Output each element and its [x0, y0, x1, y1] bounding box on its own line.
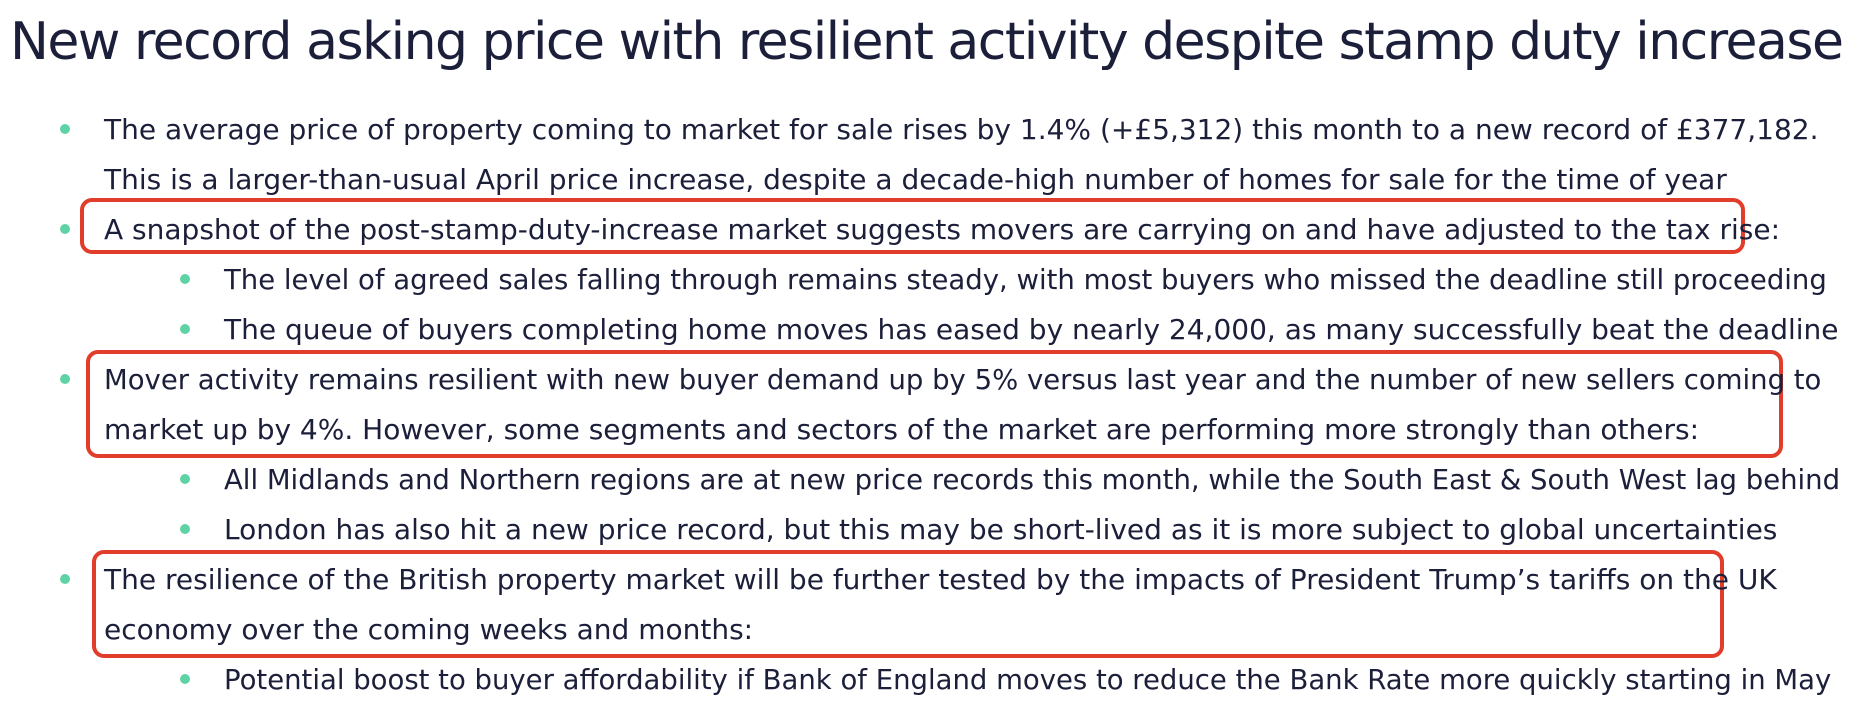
bullet-dot — [60, 374, 70, 384]
sub-bullet-dot — [180, 674, 190, 684]
bullet-dot — [60, 224, 70, 234]
bullet-4-line-2: economy over the coming weeks and months… — [104, 613, 754, 646]
bullet-dot — [60, 124, 70, 134]
sub-bullet-dot — [180, 324, 190, 334]
bullet-2-line-1: A snapshot of the post-stamp-duty-increa… — [104, 213, 1781, 246]
bullet-3-line-1: Mover activity remains resilient with ne… — [104, 364, 1822, 396]
bullet-1-line-2: This is a larger-than-usual April price … — [104, 163, 1727, 196]
sub-bullet-dot — [180, 474, 190, 484]
bullet-2-sub-1: The level of agreed sales falling throug… — [224, 264, 1827, 296]
sub-bullet-dot — [180, 524, 190, 534]
bullet-3-line-2: market up by 4%. However, some segments … — [104, 413, 1700, 446]
page-title: New record asking price with resilient a… — [10, 12, 1844, 72]
highlight-box — [80, 198, 1745, 254]
bullet-4-sub-1: Potential boost to buyer affordability i… — [224, 664, 1832, 696]
bullet-dot — [60, 574, 70, 584]
highlight-box — [92, 550, 1724, 658]
highlight-box — [86, 350, 1783, 458]
bullet-1-line-1: The average price of property coming to … — [104, 113, 1819, 146]
bullet-2-sub-2: The queue of buyers completing home move… — [224, 313, 1839, 346]
bullet-4-line-1: The resilience of the British property m… — [104, 563, 1777, 596]
bullet-3-sub-2: London has also hit a new price record, … — [224, 513, 1778, 546]
bullet-3-sub-1: All Midlands and Northern regions are at… — [224, 464, 1841, 496]
sub-bullet-dot — [180, 274, 190, 284]
